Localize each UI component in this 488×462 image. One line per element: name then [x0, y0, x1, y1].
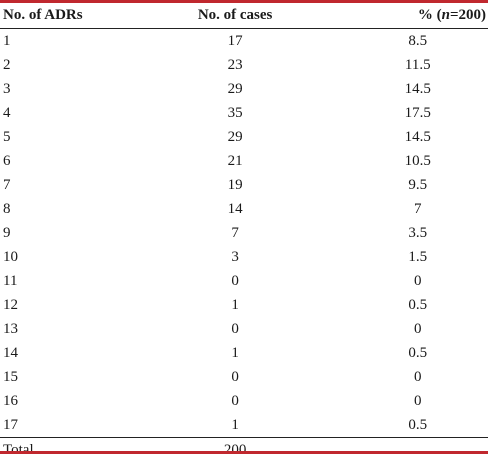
cell-percent: 14.5 — [348, 77, 488, 101]
cell-adrs: 6 — [0, 149, 123, 173]
cell-cases: 14 — [123, 197, 348, 221]
cell-cases: 7 — [123, 221, 348, 245]
cell-adrs: 15 — [0, 365, 123, 389]
cell-percent: 0 — [348, 365, 488, 389]
cell-percent: 11.5 — [348, 53, 488, 77]
cell-adrs: 4 — [0, 101, 123, 125]
cell-adrs: 10 — [0, 245, 123, 269]
cell-cases: 1 — [123, 413, 348, 438]
cell-percent: 8.5 — [348, 29, 488, 54]
cell-adrs: 3 — [0, 77, 123, 101]
cell-adrs: 1 — [0, 29, 123, 54]
total-percent — [348, 438, 488, 462]
cell-cases: 0 — [123, 365, 348, 389]
cell-cases: 1 — [123, 341, 348, 365]
cell-percent: 3.5 — [348, 221, 488, 245]
cell-cases: 0 — [123, 317, 348, 341]
cell-adrs: 17 — [0, 413, 123, 438]
cell-percent: 0 — [348, 317, 488, 341]
total-cases: 200 — [123, 438, 348, 462]
header-percent: % (n=200) — [348, 3, 488, 29]
header-cases: No. of cases — [123, 3, 348, 29]
header-percent-suffix: =200) — [450, 7, 486, 23]
cell-percent: 10.5 — [348, 149, 488, 173]
cell-cases: 35 — [123, 101, 348, 125]
cell-percent: 0 — [348, 269, 488, 293]
cell-percent: 14.5 — [348, 125, 488, 149]
total-label: Total — [0, 438, 123, 462]
total-row: Total 200 — [0, 438, 488, 462]
cell-adrs: 5 — [0, 125, 123, 149]
cell-cases: 0 — [123, 389, 348, 413]
cell-adrs: 11 — [0, 269, 123, 293]
cell-cases: 19 — [123, 173, 348, 197]
cell-adrs: 9 — [0, 221, 123, 245]
cell-adrs: 16 — [0, 389, 123, 413]
cell-cases: 21 — [123, 149, 348, 173]
cell-adrs: 12 — [0, 293, 123, 317]
cell-cases: 0 — [123, 269, 348, 293]
cell-cases: 29 — [123, 125, 348, 149]
cell-percent: 0.5 — [348, 413, 488, 438]
cell-adrs: 2 — [0, 53, 123, 77]
cell-cases: 23 — [123, 53, 348, 77]
cell-adrs: 13 — [0, 317, 123, 341]
cell-percent: 7 — [348, 197, 488, 221]
cell-adrs: 8 — [0, 197, 123, 221]
header-percent-n: n — [442, 7, 450, 23]
cell-cases: 17 — [123, 29, 348, 54]
cell-cases: 29 — [123, 77, 348, 101]
cell-cases: 3 — [123, 245, 348, 269]
cell-adrs: 7 — [0, 173, 123, 197]
cell-percent: 1.5 — [348, 245, 488, 269]
cell-percent: 9.5 — [348, 173, 488, 197]
header-percent-prefix: % ( — [418, 7, 442, 23]
cell-percent: 0.5 — [348, 293, 488, 317]
header-row: No. of ADRs No. of cases % (n=200) — [0, 3, 488, 29]
header-adrs: No. of ADRs — [0, 3, 123, 29]
cell-percent: 0 — [348, 389, 488, 413]
cell-cases: 1 — [123, 293, 348, 317]
cell-percent: 17.5 — [348, 101, 488, 125]
cell-adrs: 14 — [0, 341, 123, 365]
cell-percent: 0.5 — [348, 341, 488, 365]
